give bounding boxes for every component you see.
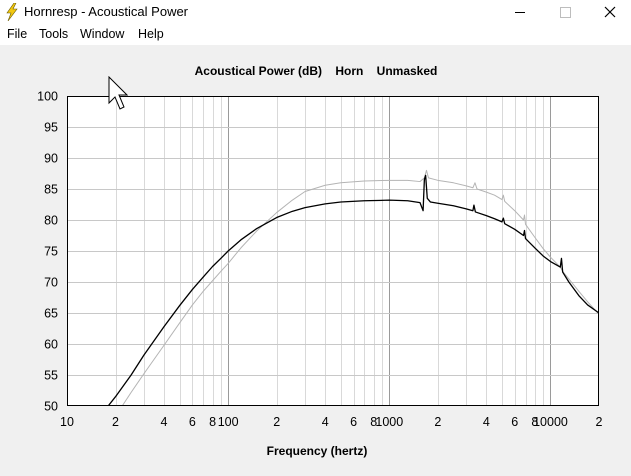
maximize-button[interactable] [543,0,589,24]
mouse-cursor-icon [108,76,129,110]
chart-title: Acoustical Power (dB) Horn Unmasked [195,64,438,78]
title-bar: Hornresp - Acoustical Power [0,0,631,24]
x-tick-label: 8 [531,415,538,429]
minimize-button[interactable] [497,0,543,24]
menu-help[interactable]: Help [138,27,164,41]
chart-area: 50 55 60 65 70 75 80 85 90 95 100 10 2 4 6 8 100 2 4 6 8 1000… [0,45,631,476]
y-tick-label: 75 [44,245,58,259]
x-tick-label: 2 [112,415,119,429]
x-tick-label: 100 [218,415,239,429]
x-tick-label: 6 [511,415,518,429]
x-tick-label: 10 [60,415,74,429]
y-tick-label: 100 [37,90,58,104]
menu-file[interactable]: File [7,27,28,41]
minimize-icon [515,12,525,13]
x-tick-label: 8 [370,415,377,429]
menu-tools[interactable]: Tools [39,27,69,41]
maximize-icon [560,7,571,18]
x-tick-label: 4 [322,415,329,429]
y-tick-label: 90 [44,152,58,166]
x-tick-label: 6 [350,415,357,429]
y-tick-label: 85 [44,183,58,197]
response-curve [107,174,599,406]
y-tick-label: 65 [44,307,58,321]
lightning-icon [4,2,20,22]
x-tick-label: 2 [434,415,441,429]
response-curve [121,169,599,406]
x-tick-label: 10000 [533,415,568,429]
y-tick-label: 60 [44,338,58,352]
x-tick-label: 1000 [375,415,403,429]
x-axis-label: Frequency (hertz) [267,444,368,458]
y-tick-label: 50 [44,400,58,414]
y-tick-label: 55 [44,369,58,383]
y-tick-label: 95 [44,121,58,135]
plot-frame [67,96,599,406]
y-tick-label: 80 [44,214,58,228]
x-tick-label: 2 [273,415,280,429]
x-tick-label: 4 [161,415,168,429]
x-tick-label: 4 [483,415,490,429]
x-tick-label: 2 [596,415,603,429]
x-tick-label: 6 [189,415,196,429]
window-title: Hornresp - Acoustical Power [24,4,189,19]
y-tick-label: 70 [44,276,58,290]
close-button[interactable] [589,0,631,24]
menu-window[interactable]: Window [80,27,125,41]
menu-bar: File Tools Window Help [0,24,631,45]
close-icon [604,6,616,18]
x-tick-label: 8 [209,415,216,429]
